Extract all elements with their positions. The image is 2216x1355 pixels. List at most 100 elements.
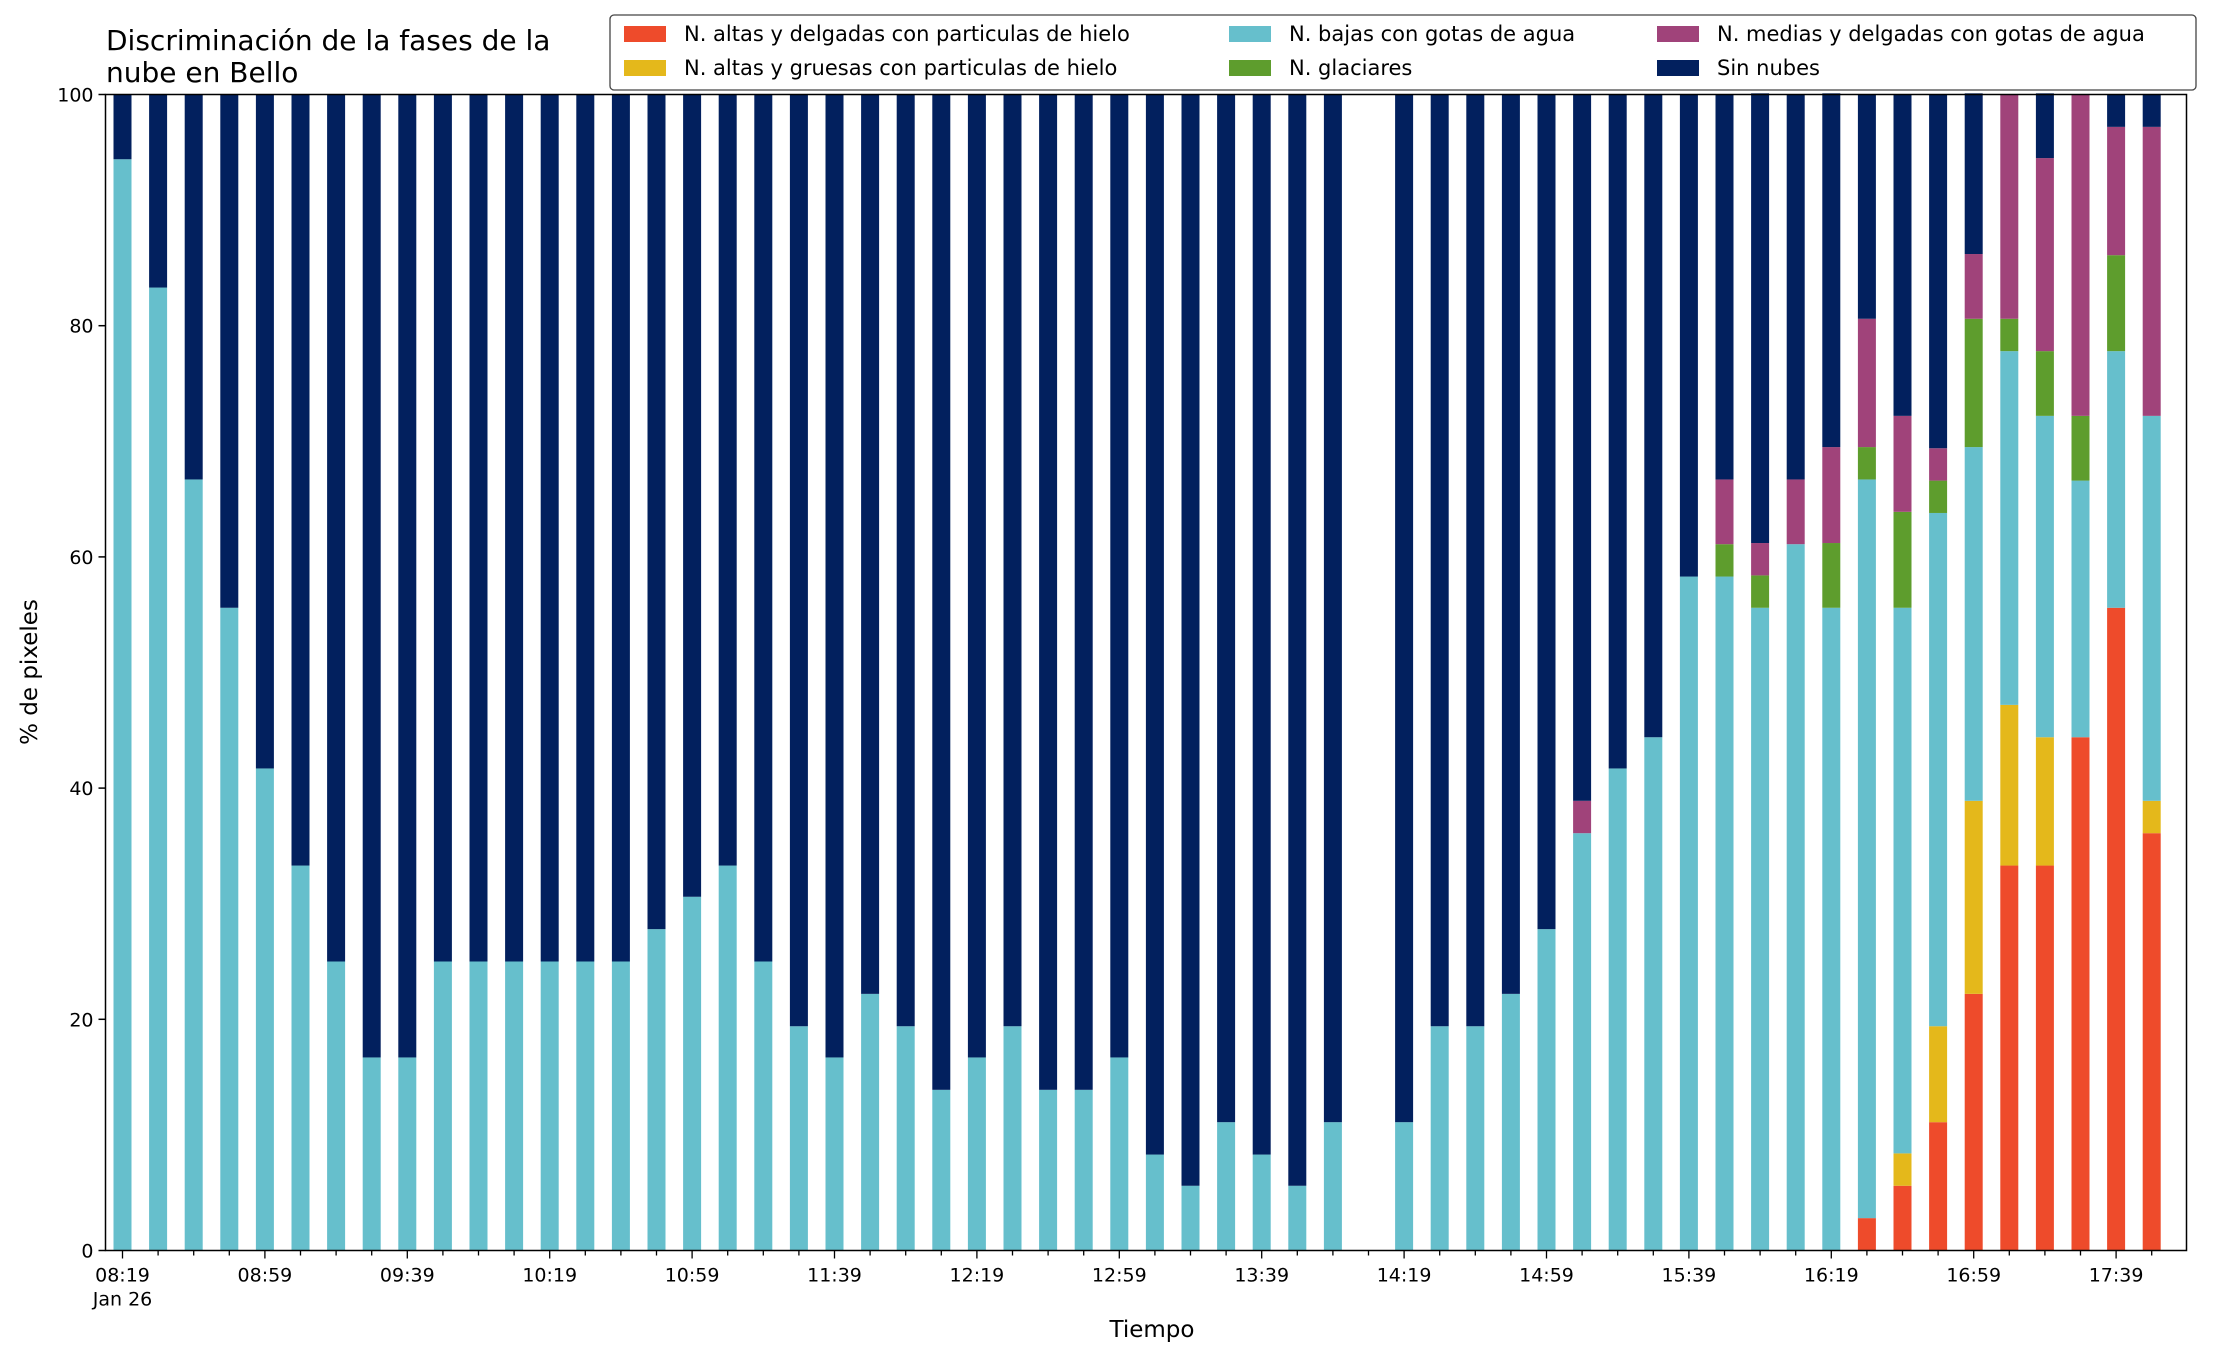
x-tick-label-6: 12:19 xyxy=(950,1265,1005,1287)
bar-segment-51-series-3 xyxy=(1929,480,1948,513)
bar-segment-10-series-5 xyxy=(469,94,488,962)
y-tick-label-5: 100 xyxy=(57,85,93,107)
legend-label-1: N. altas y gruesas con particulas de hie… xyxy=(684,56,1117,80)
bar-segment-1-series-2 xyxy=(149,287,168,1251)
x-tick-label-5: 11:39 xyxy=(807,1265,862,1287)
legend-swatch-0 xyxy=(624,26,666,42)
bar-segment-52-series-0 xyxy=(1964,993,1983,1251)
bar-segment-53-series-3 xyxy=(2000,318,2019,352)
bar-segment-7-series-5 xyxy=(362,94,381,1058)
bar-segment-3-series-2 xyxy=(220,607,239,1251)
bar-segment-40-series-5 xyxy=(1537,94,1556,930)
bar-segment-16-series-5 xyxy=(683,94,702,897)
y-axis-label: % de pixeles xyxy=(17,599,43,745)
x-tick-label-8: 13:39 xyxy=(1234,1265,1289,1287)
bar-segment-29-series-5 xyxy=(1145,94,1164,1155)
bar-segment-2-series-2 xyxy=(184,479,203,1251)
bar-segment-32-series-2 xyxy=(1252,1154,1271,1251)
legend-swatch-1 xyxy=(624,60,666,76)
x-tick-label-2: 09:39 xyxy=(380,1265,435,1287)
bar-segment-17-series-5 xyxy=(718,94,737,866)
bar-segment-50-series-5 xyxy=(1893,94,1912,416)
bar-segment-52-series-5 xyxy=(1964,93,1983,255)
y-tick-label-0: 0 xyxy=(81,1241,93,1263)
bar-segment-54-series-2 xyxy=(2035,415,2054,738)
x-tick-label-11: 15:39 xyxy=(1662,1265,1717,1287)
bar-segment-22-series-2 xyxy=(896,1026,915,1251)
bar-segment-51-series-1 xyxy=(1929,1026,1948,1123)
bar-segment-40-series-2 xyxy=(1537,929,1556,1251)
bar-segment-18-series-5 xyxy=(754,94,773,962)
chart-title-line-1: Discriminación de la fases de la xyxy=(106,24,550,57)
x-tick-label-13: 16:59 xyxy=(1946,1265,2001,1287)
bar-segment-5-series-2 xyxy=(291,865,310,1251)
bar-segment-13-series-2 xyxy=(576,961,595,1251)
bar-segment-25-series-5 xyxy=(1003,94,1022,1027)
bar-segment-22-series-5 xyxy=(896,94,915,1027)
bar-segment-1-series-5 xyxy=(149,94,168,288)
bar-segment-31-series-5 xyxy=(1217,94,1236,1123)
bar-segment-4-series-2 xyxy=(255,768,274,1251)
x-tick-label-10: 14:59 xyxy=(1519,1265,1574,1287)
bar-segment-54-series-1 xyxy=(2035,737,2054,866)
bar-segment-57-series-2 xyxy=(2142,415,2161,801)
bar-segment-44-series-5 xyxy=(1679,94,1698,577)
y-tick-label-3: 60 xyxy=(69,547,93,569)
bar-segment-25-series-2 xyxy=(1003,1026,1022,1251)
bar-segment-17-series-2 xyxy=(718,865,737,1251)
legend-frame xyxy=(609,14,2197,91)
bar-segment-45-series-4 xyxy=(1715,479,1734,545)
bar-segment-9-series-5 xyxy=(433,94,452,962)
bar-segment-41-series-2 xyxy=(1573,833,1592,1251)
bar-segment-50-series-2 xyxy=(1893,607,1912,1154)
bar-segment-45-series-3 xyxy=(1715,544,1734,577)
bar-segment-56-series-4 xyxy=(2107,126,2126,256)
bar-segment-16-series-2 xyxy=(683,896,702,1251)
bar-segment-12-series-2 xyxy=(540,961,559,1251)
bar-segment-15-series-5 xyxy=(647,94,666,930)
bar-segment-52-series-4 xyxy=(1964,254,1983,319)
bar-segment-54-series-0 xyxy=(2035,865,2054,1251)
bar-segment-7-series-2 xyxy=(362,1057,381,1251)
bar-segment-55-series-2 xyxy=(2071,480,2090,738)
bar-segment-52-series-1 xyxy=(1964,800,1983,994)
bar-segment-14-series-2 xyxy=(611,961,630,1251)
y-tick-label-4: 80 xyxy=(69,316,93,338)
bar-segment-14-series-5 xyxy=(611,94,630,962)
bar-segment-55-series-3 xyxy=(2071,415,2090,481)
legend-label-2: N. bajas con gotas de agua xyxy=(1289,22,1575,46)
legend-label-4: N. medias y delgadas con gotas de agua xyxy=(1717,22,2145,46)
bar-segment-39-series-2 xyxy=(1501,993,1520,1251)
legend-swatch-3 xyxy=(1229,60,1271,76)
bar-segment-54-series-3 xyxy=(2035,351,2054,416)
bar-segment-5-series-5 xyxy=(291,94,310,866)
bar-segment-26-series-5 xyxy=(1039,94,1058,1090)
bar-segment-28-series-5 xyxy=(1110,94,1129,1058)
bar-segment-11-series-5 xyxy=(505,94,524,962)
bar-segment-46-series-3 xyxy=(1751,575,1770,608)
x-tick-sublabel-0: Jan 26 xyxy=(92,1289,153,1311)
bar-segment-52-series-3 xyxy=(1964,318,1983,448)
x-tick-label-9: 14:19 xyxy=(1377,1265,1432,1287)
bar-segment-32-series-5 xyxy=(1252,94,1271,1155)
x-tick-label-7: 12:59 xyxy=(1092,1265,1147,1287)
x-tick-label-0: 08:19 xyxy=(95,1265,150,1287)
bar-segment-45-series-2 xyxy=(1715,576,1734,1251)
bar-segment-50-series-3 xyxy=(1893,511,1912,608)
bar-segment-26-series-2 xyxy=(1039,1089,1058,1251)
bar-segment-57-series-5 xyxy=(2142,94,2161,127)
bar-segment-20-series-5 xyxy=(825,94,844,1058)
bar-segment-2-series-5 xyxy=(184,94,203,480)
bar-segment-43-series-2 xyxy=(1644,737,1663,1251)
bar-segment-23-series-5 xyxy=(932,94,951,1090)
x-tick-label-3: 10:19 xyxy=(522,1265,577,1287)
legend: N. altas y delgadas con particulas de hi… xyxy=(609,14,2197,91)
x-tick-label-14: 17:39 xyxy=(2089,1265,2144,1287)
bar-segment-6-series-2 xyxy=(327,961,346,1251)
bar-segment-24-series-2 xyxy=(967,1057,986,1251)
bar-segment-15-series-2 xyxy=(647,929,666,1251)
bar-segment-12-series-5 xyxy=(540,94,559,962)
bar-segment-11-series-2 xyxy=(505,961,524,1251)
bar-segment-37-series-2 xyxy=(1430,1026,1449,1251)
bar-segment-19-series-5 xyxy=(789,94,808,1027)
